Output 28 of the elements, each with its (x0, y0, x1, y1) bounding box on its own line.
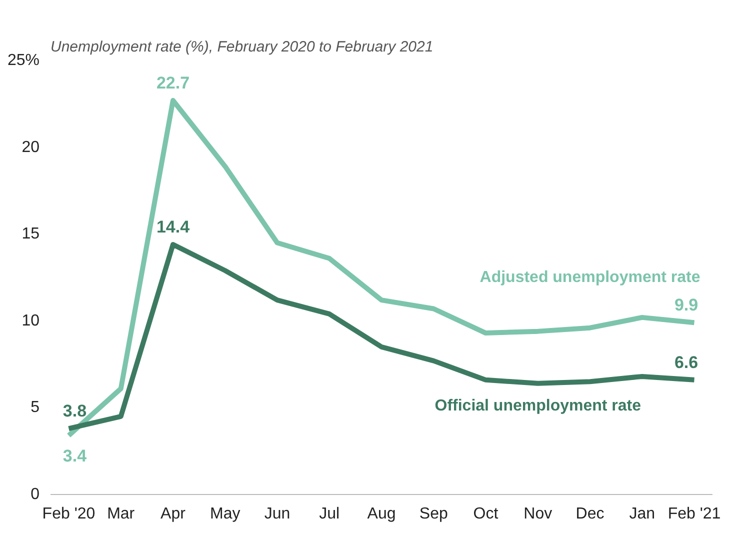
y-tick-label: 0 (30, 486, 40, 503)
annotation: 22.7 (156, 73, 190, 92)
x-tick-label: Nov (524, 506, 552, 522)
x-tick-label: Aug (367, 506, 396, 522)
annotation: 14.4 (156, 218, 190, 237)
x-tick-label: Jun (264, 506, 290, 522)
x-tick-label: Jul (319, 506, 340, 522)
y-tick-label: 20 (22, 138, 40, 156)
x-tick-label: Apr (160, 506, 186, 522)
x-tick-label: Feb '20 (42, 506, 96, 522)
x-tick-label: Dec (576, 506, 604, 522)
annotation: 9.9 (674, 296, 698, 315)
text: Adjusted unemployment rate (480, 269, 700, 286)
x-tick-label: May (210, 506, 240, 522)
series-label: Official unemployment rate (434, 398, 642, 415)
x-tick-label: Mar (107, 506, 136, 522)
annotation: 3.8 (62, 402, 87, 421)
x-tick-label: Sep (419, 506, 448, 522)
y-tick-label: 10 (22, 312, 40, 330)
y-tick-label: 25% (7, 52, 40, 69)
x-tick-label: Oct (473, 506, 499, 522)
x-tick-label: Jan (629, 506, 656, 522)
annotation: 3.4 (62, 446, 88, 466)
chart-title: Unemployment rate (%), February 2020 to February 2021 (50, 38, 434, 56)
y-tick-label: 5 (30, 399, 40, 416)
x-tick-label: Feb '21 (668, 506, 721, 522)
y-tick-label: 15 (22, 226, 40, 243)
annotation: 6.6 (674, 352, 698, 372)
